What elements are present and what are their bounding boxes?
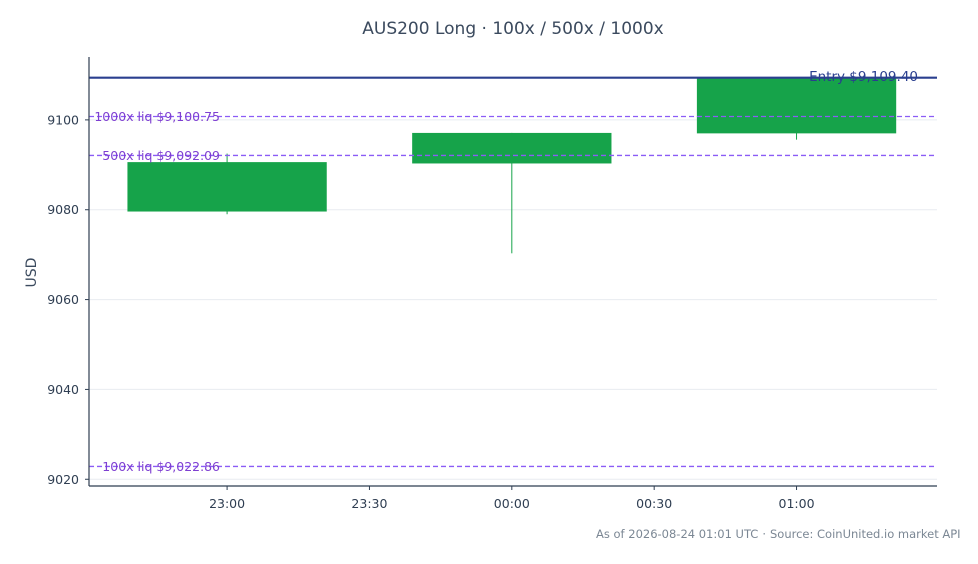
candle-body xyxy=(412,132,612,164)
y-tick-label: 9040 xyxy=(47,382,79,397)
candle-body xyxy=(696,77,897,134)
axes: 9020 9040 9060 9080 9100 23:00 23:30 00:00 00:30… xyxy=(24,57,937,511)
x-tick-label: 23:00 xyxy=(209,496,245,511)
y-tick-label: 9080 xyxy=(47,202,79,217)
liquidation-label: 500x liq $9,092.09 xyxy=(102,148,220,163)
y-tick-label: 9100 xyxy=(47,112,79,127)
chart-title: AUS200 Long · 100x / 500x / 1000x xyxy=(362,19,664,39)
entry-line: Entry $9,109.40 xyxy=(89,69,937,85)
candle xyxy=(127,153,327,215)
liquidation-label: 1000x liq $9,100.75 xyxy=(94,109,220,124)
x-tick-label: 00:30 xyxy=(636,496,672,511)
y-axis-label: USD xyxy=(24,258,40,288)
data-source: Source: CoinUnited.io market API xyxy=(770,527,961,541)
liquidation-label: 100x liq $9,022.86 xyxy=(102,459,220,474)
as-of-timestamp: As of 2026-08-24 01:01 UTC xyxy=(596,527,759,541)
x-tick-label: 00:00 xyxy=(494,496,530,511)
entry-label: Entry $9,109.40 xyxy=(809,69,918,85)
candle-body xyxy=(127,162,327,212)
liquidation-line: 1000x liq $9,100.75 xyxy=(89,109,937,124)
candles xyxy=(127,77,897,254)
y-tick-label: 9020 xyxy=(47,472,79,487)
y-tick-label: 9060 xyxy=(47,292,79,307)
liquidation-line: 500x liq $9,092.09 xyxy=(89,148,937,163)
source-note: As of 2026-08-24 01:01 UTC · Source: CoinU… xyxy=(596,527,961,541)
candle xyxy=(412,132,612,254)
liquidation-line: 100x liq $9,022.86 xyxy=(89,459,937,474)
x-tick-label: 23:30 xyxy=(351,496,387,511)
reference-lines: Entry $9,109.40 1000x liq $9,100.75 500x l… xyxy=(89,69,937,474)
candle xyxy=(696,77,897,140)
footer-separator: · xyxy=(762,527,766,541)
x-tick-label: 01:00 xyxy=(779,496,815,511)
